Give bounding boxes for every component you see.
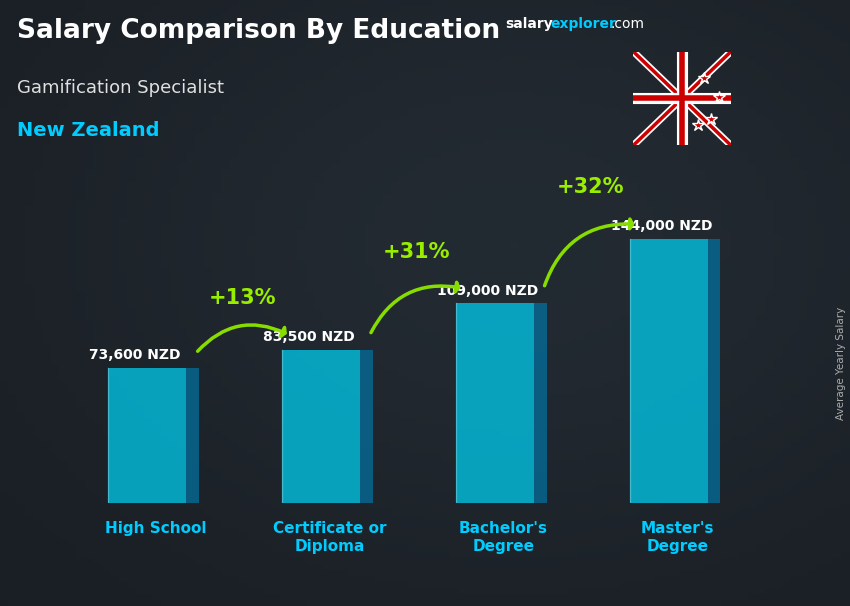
Polygon shape — [534, 303, 547, 503]
Text: New Zealand: New Zealand — [17, 121, 160, 140]
Text: Bachelor's
Degree: Bachelor's Degree — [459, 521, 548, 554]
Text: 144,000 NZD: 144,000 NZD — [611, 219, 713, 233]
FancyBboxPatch shape — [108, 368, 186, 503]
Text: High School: High School — [105, 521, 207, 536]
Text: salary: salary — [506, 17, 553, 31]
FancyBboxPatch shape — [630, 239, 708, 503]
Text: 73,600 NZD: 73,600 NZD — [89, 348, 181, 362]
Text: 109,000 NZD: 109,000 NZD — [438, 284, 539, 298]
Polygon shape — [186, 368, 199, 503]
Text: Certificate or
Diploma: Certificate or Diploma — [273, 521, 386, 554]
Text: +31%: +31% — [382, 242, 450, 262]
Text: Salary Comparison By Education: Salary Comparison By Education — [17, 18, 500, 44]
Polygon shape — [360, 350, 372, 503]
FancyBboxPatch shape — [456, 303, 534, 503]
Polygon shape — [708, 239, 721, 503]
Text: explorer: explorer — [551, 17, 617, 31]
FancyBboxPatch shape — [281, 350, 360, 503]
Text: .com: .com — [610, 17, 644, 31]
Text: Average Yearly Salary: Average Yearly Salary — [836, 307, 846, 420]
Text: Gamification Specialist: Gamification Specialist — [17, 79, 224, 97]
Text: 83,500 NZD: 83,500 NZD — [264, 330, 355, 344]
Text: +32%: +32% — [557, 178, 624, 198]
Text: Master's
Degree: Master's Degree — [641, 521, 714, 554]
Text: +13%: +13% — [209, 288, 276, 308]
